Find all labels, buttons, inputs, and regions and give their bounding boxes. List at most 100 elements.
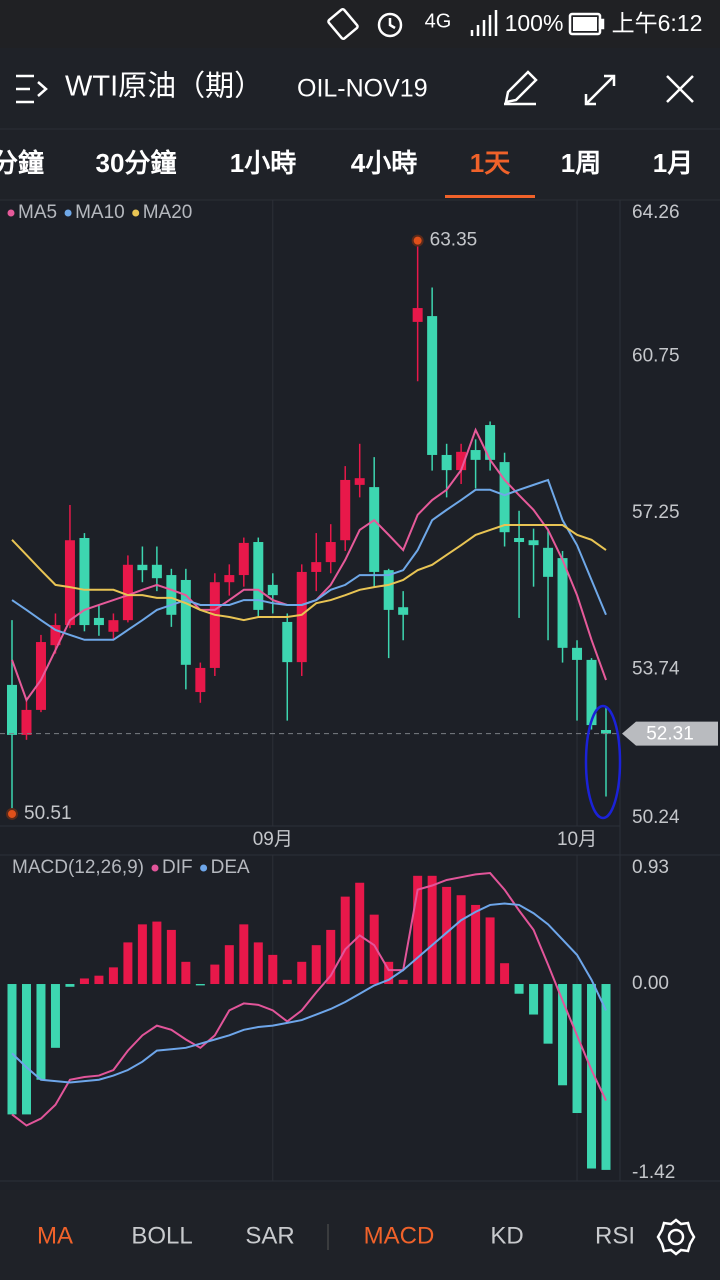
- macd-bar: [181, 961, 191, 985]
- y-tick-label: 57.25: [632, 502, 680, 523]
- candle-body: [209, 582, 220, 668]
- edit-icon[interactable]: [504, 70, 538, 106]
- period-tab[interactable]: 30分鐘: [96, 148, 177, 178]
- candle-body: [122, 564, 133, 621]
- bottom-bar: [0, 1190, 720, 1280]
- candle-body: [441, 454, 452, 471]
- period-tab[interactable]: 1天: [470, 148, 510, 178]
- macd-bar: [79, 978, 89, 985]
- candle-body: [7, 684, 17, 735]
- macd-bar: [239, 924, 249, 985]
- settings-icon[interactable]: [656, 1218, 696, 1256]
- y-tick-label: 64.26: [632, 202, 680, 223]
- active-tab-underline: [445, 195, 535, 198]
- macd-bar: [601, 984, 611, 1170]
- menu-icon[interactable]: [16, 74, 48, 104]
- macd-bar: [282, 979, 292, 985]
- macd-bar: [152, 921, 162, 985]
- period-tab[interactable]: 4小時: [351, 148, 417, 178]
- candle-body: [35, 642, 46, 710]
- macd-bar: [529, 984, 539, 1015]
- indicator-line: [11, 871, 607, 1127]
- macd-bar: [253, 942, 263, 985]
- macd-bar: [398, 979, 408, 985]
- macd-bar: [340, 896, 350, 985]
- title: WTI原油（期）: [65, 70, 263, 103]
- candle-body: [543, 547, 554, 577]
- legend-dot: [200, 864, 208, 872]
- indicator-tab[interactable]: MACD: [364, 1222, 435, 1249]
- candle-body: [456, 451, 467, 471]
- indicator-tab[interactable]: MA: [37, 1222, 73, 1249]
- chart: 64.26 60.75 57.25 53.74 50.24 09月 10月 MA5 MA10 MA…: [0, 200, 720, 1183]
- status-icons: [327, 7, 605, 41]
- period-tab[interactable]: 1周: [561, 148, 601, 178]
- candle-body: [267, 584, 278, 596]
- fullscreen-icon[interactable]: [584, 74, 616, 106]
- period-tab[interactable]: 1小時: [230, 148, 296, 178]
- macd-bar: [50, 984, 60, 1048]
- last-price-tag: [622, 721, 718, 746]
- y-tick-label: 53.74: [632, 659, 680, 680]
- macd-bar: [572, 984, 582, 1114]
- indicator-tab[interactable]: KD: [490, 1222, 523, 1249]
- indicator-line: [11, 427, 607, 703]
- candle-body: [485, 425, 496, 460]
- legend-dot: [151, 864, 159, 872]
- candle-body: [499, 462, 510, 533]
- last-price-label: 52.31: [646, 724, 694, 745]
- period-tab[interactable]: 分鐘: [0, 148, 44, 178]
- macd-bar: [65, 984, 75, 987]
- macd-bar: [7, 984, 17, 1115]
- legend-label: DEA: [211, 857, 250, 878]
- macd-bar: [297, 961, 307, 985]
- candle-body: [354, 478, 365, 485]
- macd-bar: [137, 924, 147, 985]
- candle-body: [470, 450, 481, 460]
- close-icon[interactable]: [666, 75, 694, 103]
- candle-body: [296, 571, 307, 663]
- candle-body: [383, 570, 394, 610]
- period-tabs: 分鐘 30分鐘 1小時 4小時 1天 1周 1月: [0, 148, 693, 198]
- legend-dot: [7, 209, 15, 217]
- legend-title: MACD(12,26,9): [12, 857, 144, 878]
- macd-bar: [427, 875, 437, 985]
- legend-dot: [64, 209, 72, 217]
- candle-body: [253, 542, 264, 610]
- candle-body: [238, 542, 249, 576]
- legend-label: MA10: [75, 202, 125, 223]
- macd-bar: [195, 984, 205, 986]
- indicator-tab[interactable]: SAR: [245, 1222, 294, 1249]
- macd-bar: [311, 945, 321, 985]
- network: 4G: [425, 10, 452, 32]
- indicator-tab[interactable]: BOLL: [131, 1222, 192, 1249]
- macd-bar: [210, 964, 220, 985]
- candle-body: [79, 538, 90, 626]
- macd-bar: [21, 984, 31, 1115]
- candle-body: [224, 575, 235, 583]
- legend-label: MA20: [143, 202, 193, 223]
- legend-dot: [132, 209, 140, 217]
- macd-bar: [355, 882, 365, 985]
- candle-body: [151, 564, 162, 579]
- candle-body: [369, 487, 380, 572]
- y-tick-label: 50.24: [632, 807, 680, 828]
- y-tick-label: 0.00: [632, 973, 669, 994]
- candle-body: [325, 542, 336, 563]
- macd-bar: [326, 929, 336, 985]
- extreme-label: 50.51: [24, 803, 72, 824]
- macd-bar: [471, 904, 481, 985]
- battery-level: [573, 17, 597, 31]
- candle-body: [528, 540, 539, 546]
- period-tab[interactable]: 1月: [653, 148, 693, 178]
- candle-body: [64, 540, 75, 626]
- candle-body: [180, 579, 191, 665]
- battery: 100%: [505, 10, 564, 36]
- indicator-tab[interactable]: RSI: [595, 1222, 635, 1249]
- candle-body: [586, 659, 597, 726]
- clock: 上午6:12: [612, 10, 703, 36]
- candle-body: [195, 667, 206, 693]
- legend-label: MA5: [18, 202, 57, 223]
